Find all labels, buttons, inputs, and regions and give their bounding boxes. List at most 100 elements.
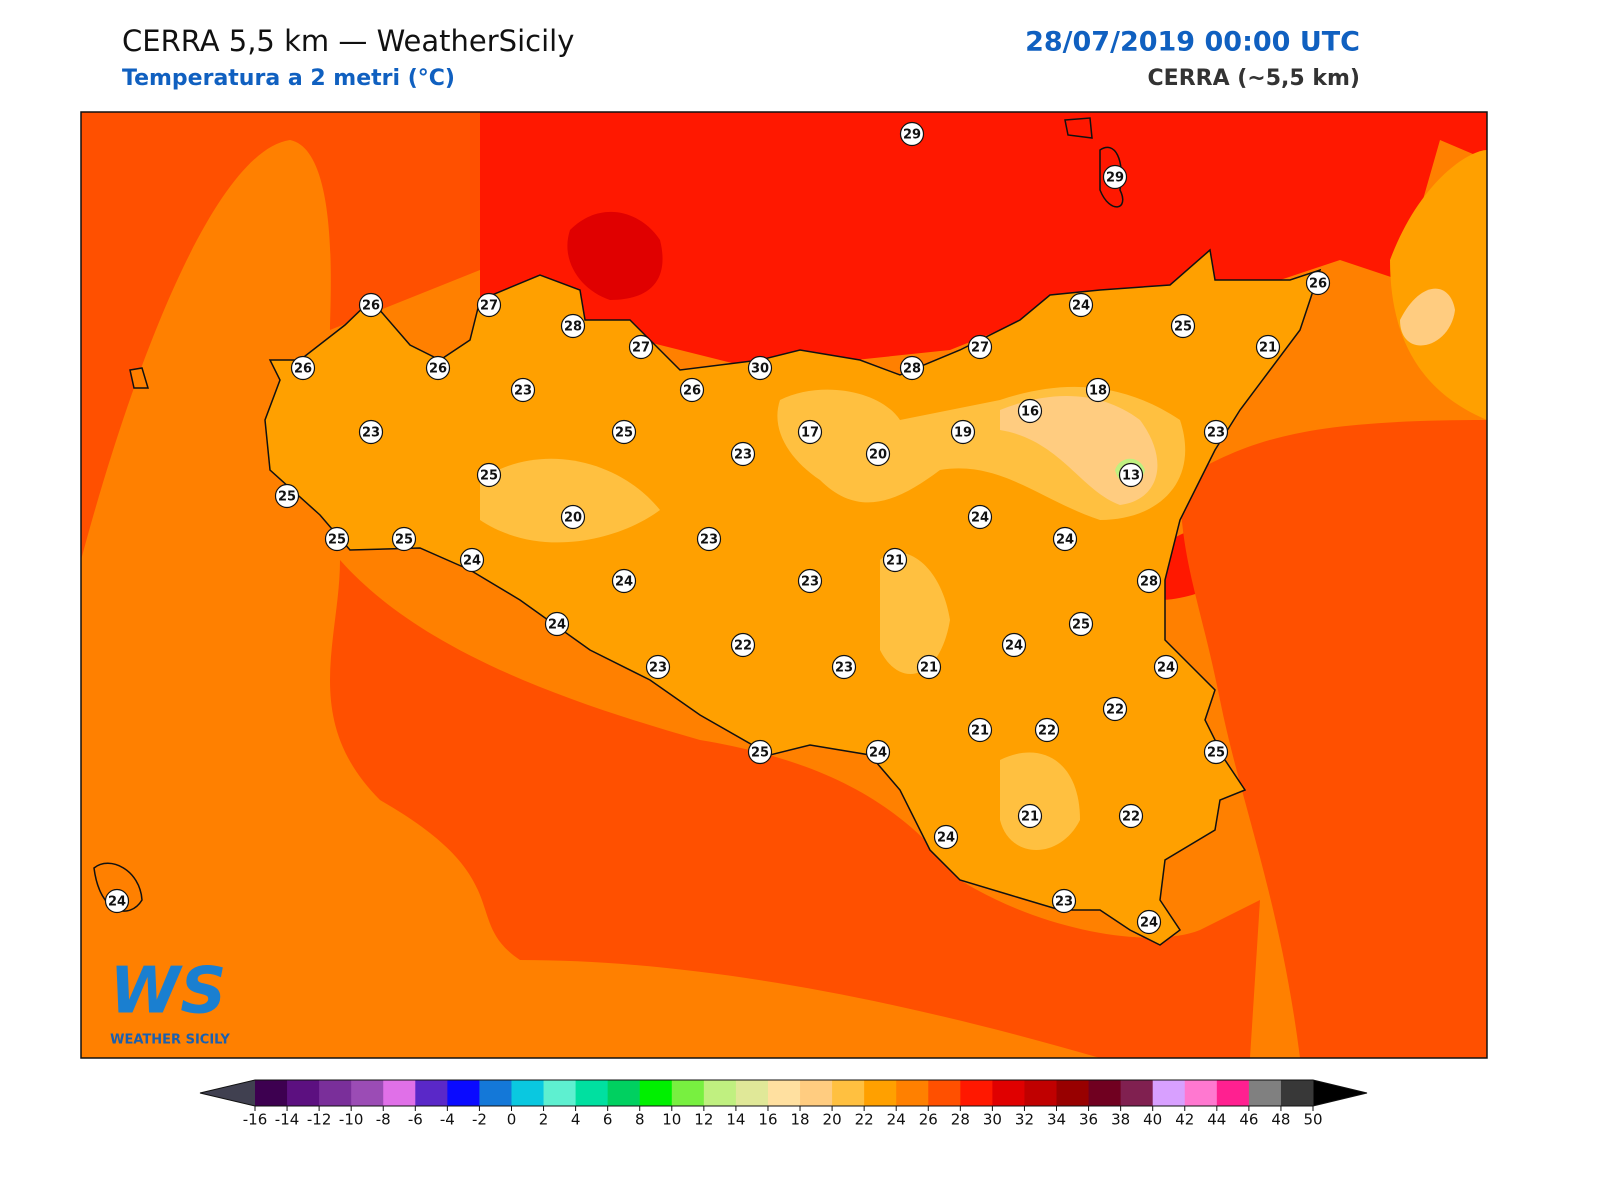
- date: 28/07/2019 00:00 UTC: [1025, 27, 1360, 58]
- station-marker: [967, 717, 993, 743]
- colorbar-tick-label: 18: [790, 1111, 809, 1129]
- station-value: 26: [1309, 277, 1327, 292]
- colorbar-tick-label: -2: [472, 1111, 487, 1129]
- station-marker: [1118, 803, 1144, 829]
- station-value: 30: [751, 362, 769, 377]
- station-marker: [967, 334, 993, 360]
- station-marker: [933, 824, 959, 850]
- station-value: 24: [1140, 916, 1158, 931]
- station-value: 29: [903, 128, 921, 143]
- colorbar-segment: [896, 1080, 929, 1106]
- station-value: 22: [734, 639, 752, 654]
- colorbar-over: [1313, 1080, 1367, 1106]
- stations: 29 29 26 27 28 27 30 26 24 25 26 21 26 26 23 28 27 18 16 23…: [104, 121, 1331, 935]
- colorbar-tick-label: 36: [1079, 1111, 1098, 1129]
- colorbar-segment: [1056, 1080, 1090, 1106]
- colorbar-tick-label: 26: [919, 1111, 938, 1129]
- colorbar-segment: [287, 1080, 320, 1106]
- logo-letters: WS: [110, 955, 227, 1029]
- station-marker: [560, 313, 586, 339]
- station-value: 22: [1038, 724, 1056, 739]
- station-marker: [560, 504, 586, 530]
- colorbar-tick-label: -14: [275, 1111, 300, 1129]
- colorbar-tick-label: -6: [408, 1111, 423, 1129]
- station-value: 25: [751, 746, 769, 761]
- station-value: 21: [886, 554, 904, 569]
- station-marker: [391, 526, 417, 552]
- colorbar-segment: [511, 1080, 545, 1106]
- colorbar-tick-label: 24: [887, 1111, 906, 1129]
- colorbar-tick-label: -16: [243, 1111, 268, 1129]
- station-value: 24: [937, 831, 955, 846]
- station-marker: [1170, 313, 1196, 339]
- station-marker: [1203, 739, 1229, 765]
- station-marker: [899, 121, 925, 147]
- colorbar-segment: [735, 1080, 769, 1106]
- station-value: 22: [1106, 703, 1124, 718]
- station-value: 24: [615, 575, 633, 590]
- colorbar-tick-label: -8: [376, 1111, 391, 1129]
- station-marker: [679, 377, 705, 403]
- station-value: 27: [971, 341, 989, 356]
- colorbar-segment: [928, 1080, 961, 1106]
- station-value: 16: [1021, 405, 1039, 420]
- colorbar-segment: [543, 1080, 577, 1106]
- colorbar-segment: [1120, 1080, 1154, 1106]
- station-marker: [628, 334, 654, 360]
- field: [480, 458, 660, 543]
- colorbar-segment: [607, 1080, 641, 1106]
- field: [1000, 396, 1158, 505]
- colorbar-segment: [383, 1080, 416, 1106]
- station-marker: [1102, 164, 1128, 190]
- station-marker: [1305, 270, 1331, 296]
- station-marker: [459, 547, 485, 573]
- colorbar-segment: [1248, 1080, 1282, 1106]
- station-marker: [730, 632, 756, 658]
- station-value: 25: [1072, 618, 1090, 633]
- colorbar-under: [200, 1080, 255, 1106]
- station-value: 25: [480, 469, 498, 484]
- colorbar-tick-label: 30: [983, 1111, 1002, 1129]
- colorbar-tick-label: 8: [635, 1111, 645, 1129]
- colorbar-tick-label: 44: [1207, 1111, 1226, 1129]
- field: [880, 552, 950, 674]
- colorbar-segment: [960, 1080, 993, 1106]
- colorbar-segment: [671, 1080, 705, 1106]
- station-marker: [476, 292, 502, 318]
- colorbar-segment: [703, 1080, 737, 1106]
- colorbar-tick-label: -4: [440, 1111, 455, 1129]
- station-value: 24: [1157, 661, 1175, 676]
- colorbar-tick-label: 32: [1015, 1111, 1034, 1129]
- station-marker: [1102, 696, 1128, 722]
- station-value: 20: [564, 511, 582, 526]
- station-marker: [730, 441, 756, 467]
- station-marker: [1153, 654, 1179, 680]
- station-value: 24: [1072, 299, 1090, 314]
- colorbar-segment: [415, 1080, 448, 1106]
- station-marker: [645, 654, 671, 680]
- field: [81, 112, 480, 560]
- colorbar-tick-label: 10: [662, 1111, 681, 1129]
- field: [330, 560, 1260, 1058]
- station-value: 25: [328, 533, 346, 548]
- station-value: 19: [954, 426, 972, 441]
- colorbar-segment: [447, 1080, 480, 1106]
- station-value: 28: [1140, 575, 1158, 590]
- station-marker: [967, 504, 993, 530]
- colorbar-tick-label: 12: [694, 1111, 713, 1129]
- station-marker: [899, 355, 925, 381]
- station-marker: [1085, 377, 1111, 403]
- station-value: 26: [362, 299, 380, 314]
- colorbar-tick-label: 48: [1271, 1111, 1290, 1129]
- station-value: 23: [514, 384, 532, 399]
- field: [1180, 420, 1487, 1058]
- station-value: 24: [548, 618, 566, 633]
- colorbar-tick-label: -10: [339, 1111, 364, 1129]
- station-value: 25: [395, 533, 413, 548]
- colorbar-tick-label: 38: [1111, 1111, 1130, 1129]
- station-marker: [611, 419, 637, 445]
- station-marker: [1255, 334, 1281, 360]
- station-marker: [290, 355, 316, 381]
- colorbar-tick-label: 50: [1303, 1111, 1322, 1129]
